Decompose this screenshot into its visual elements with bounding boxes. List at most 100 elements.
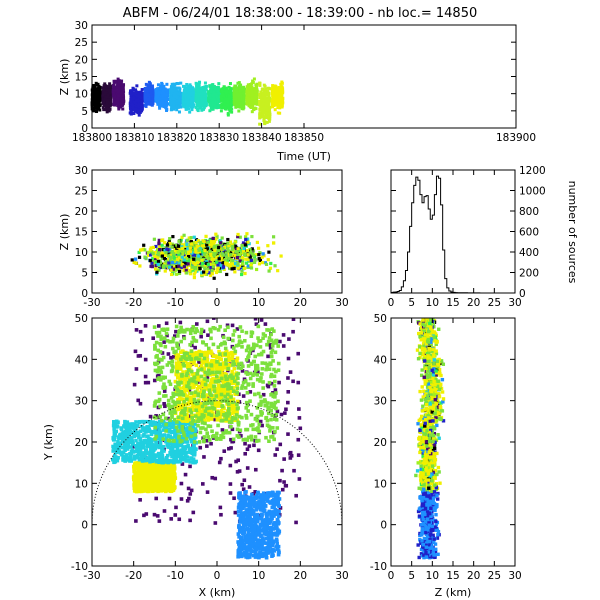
x-z-source xyxy=(223,259,228,263)
x-z-source xyxy=(240,269,244,273)
time-height-source xyxy=(263,102,267,106)
x-z-source xyxy=(173,268,177,272)
time-height-source xyxy=(209,103,213,107)
time-height-source xyxy=(128,91,132,95)
time-height-source xyxy=(248,83,252,87)
x-z-source xyxy=(182,254,186,258)
time-height-source xyxy=(264,112,268,116)
time-height-source xyxy=(101,106,105,110)
x-z-y-tick-label: 25 xyxy=(75,186,88,198)
plan-view-source xyxy=(201,482,205,486)
x-z-source xyxy=(246,240,250,244)
time-height-source xyxy=(226,100,230,104)
x-z-source xyxy=(211,261,216,266)
x-z-source xyxy=(157,242,161,246)
x-z-source xyxy=(257,262,262,266)
x-z-source xyxy=(157,250,161,254)
x-z-source xyxy=(154,256,158,261)
time-height-source xyxy=(121,88,125,92)
time-height-source xyxy=(232,92,236,96)
time-height-source xyxy=(105,110,109,114)
x-z-source xyxy=(177,271,182,276)
x-z-source xyxy=(245,249,250,253)
time-height-source xyxy=(211,94,215,98)
time-height-source xyxy=(200,97,204,101)
x-z-source xyxy=(249,258,253,263)
x-z-source xyxy=(157,238,161,242)
x-z-source xyxy=(155,247,160,252)
x-z-source xyxy=(254,253,258,257)
time-height-source xyxy=(277,101,281,105)
x-z-source xyxy=(226,247,230,251)
time-height-source xyxy=(272,97,276,101)
time-height-source xyxy=(198,102,202,106)
time-height-source xyxy=(185,82,189,86)
time-height-source xyxy=(251,104,255,108)
time-height-source xyxy=(262,116,266,120)
plan-view-source xyxy=(167,496,172,501)
x-z-source xyxy=(149,246,153,250)
time-height-source xyxy=(258,93,262,97)
x-z-source xyxy=(233,246,237,251)
x-z-source xyxy=(184,258,189,263)
time-height-source xyxy=(144,104,148,108)
x-z-source xyxy=(226,249,231,253)
time-height-source xyxy=(109,95,113,99)
time-height-source xyxy=(213,105,217,109)
x-z-source xyxy=(240,250,244,254)
x-z-source xyxy=(162,262,166,266)
plan-view-source xyxy=(185,499,190,503)
x-z-source xyxy=(172,259,177,263)
altitude-histogram-line xyxy=(390,175,515,294)
time-height-source xyxy=(239,83,243,87)
time-height-source xyxy=(274,92,278,96)
x-z-source xyxy=(202,270,206,274)
time-height-source xyxy=(96,100,100,104)
time-height-source xyxy=(156,100,160,104)
x-z-frame xyxy=(91,169,343,294)
plan-view-source xyxy=(289,453,294,458)
time-height-source xyxy=(138,110,142,114)
x-z-source xyxy=(156,259,161,264)
plan-view-source xyxy=(286,432,290,436)
time-height-source xyxy=(184,107,188,111)
time-height-source xyxy=(262,107,266,111)
time-height-source xyxy=(102,87,106,91)
x-z-source xyxy=(193,270,197,274)
time-height-source xyxy=(129,104,133,108)
time-height-y-tick-label: 20 xyxy=(75,54,88,66)
x-z-source xyxy=(246,253,250,257)
time-height-source xyxy=(267,114,271,118)
x-z-source xyxy=(201,244,205,248)
x-z-source xyxy=(201,250,205,254)
time-height-source xyxy=(108,91,112,95)
time-height-source xyxy=(235,97,239,101)
x-z-x-tick-label: 30 xyxy=(335,297,348,309)
time-height-source xyxy=(91,85,95,89)
time-height-source xyxy=(253,90,257,94)
x-z-source xyxy=(236,235,240,239)
x-z-source xyxy=(196,250,200,254)
time-height-source xyxy=(179,105,183,109)
time-height-source xyxy=(169,102,173,106)
x-z-source xyxy=(221,247,225,251)
time-height-source xyxy=(199,94,203,98)
time-height-source xyxy=(249,94,253,98)
time-height-source xyxy=(251,88,255,92)
x-z-source xyxy=(200,258,204,263)
time-height-source xyxy=(204,103,208,107)
time-height-source xyxy=(129,90,133,94)
x-z-source xyxy=(156,256,160,260)
time-height-source xyxy=(268,111,272,115)
time-height-source xyxy=(139,99,143,103)
figure-title: ABFM - 06/24/01 18:38:00 - 18:39:00 - nb… xyxy=(123,6,478,21)
x-z-source xyxy=(204,257,208,261)
x-z-source xyxy=(250,247,254,251)
time-height-source xyxy=(273,108,277,112)
time-height-source xyxy=(103,97,107,101)
x-z-source xyxy=(180,255,184,259)
plan-view-source xyxy=(143,357,148,362)
time-height-source xyxy=(252,93,256,97)
time-height-source xyxy=(140,96,144,100)
time-height-source xyxy=(163,88,167,92)
